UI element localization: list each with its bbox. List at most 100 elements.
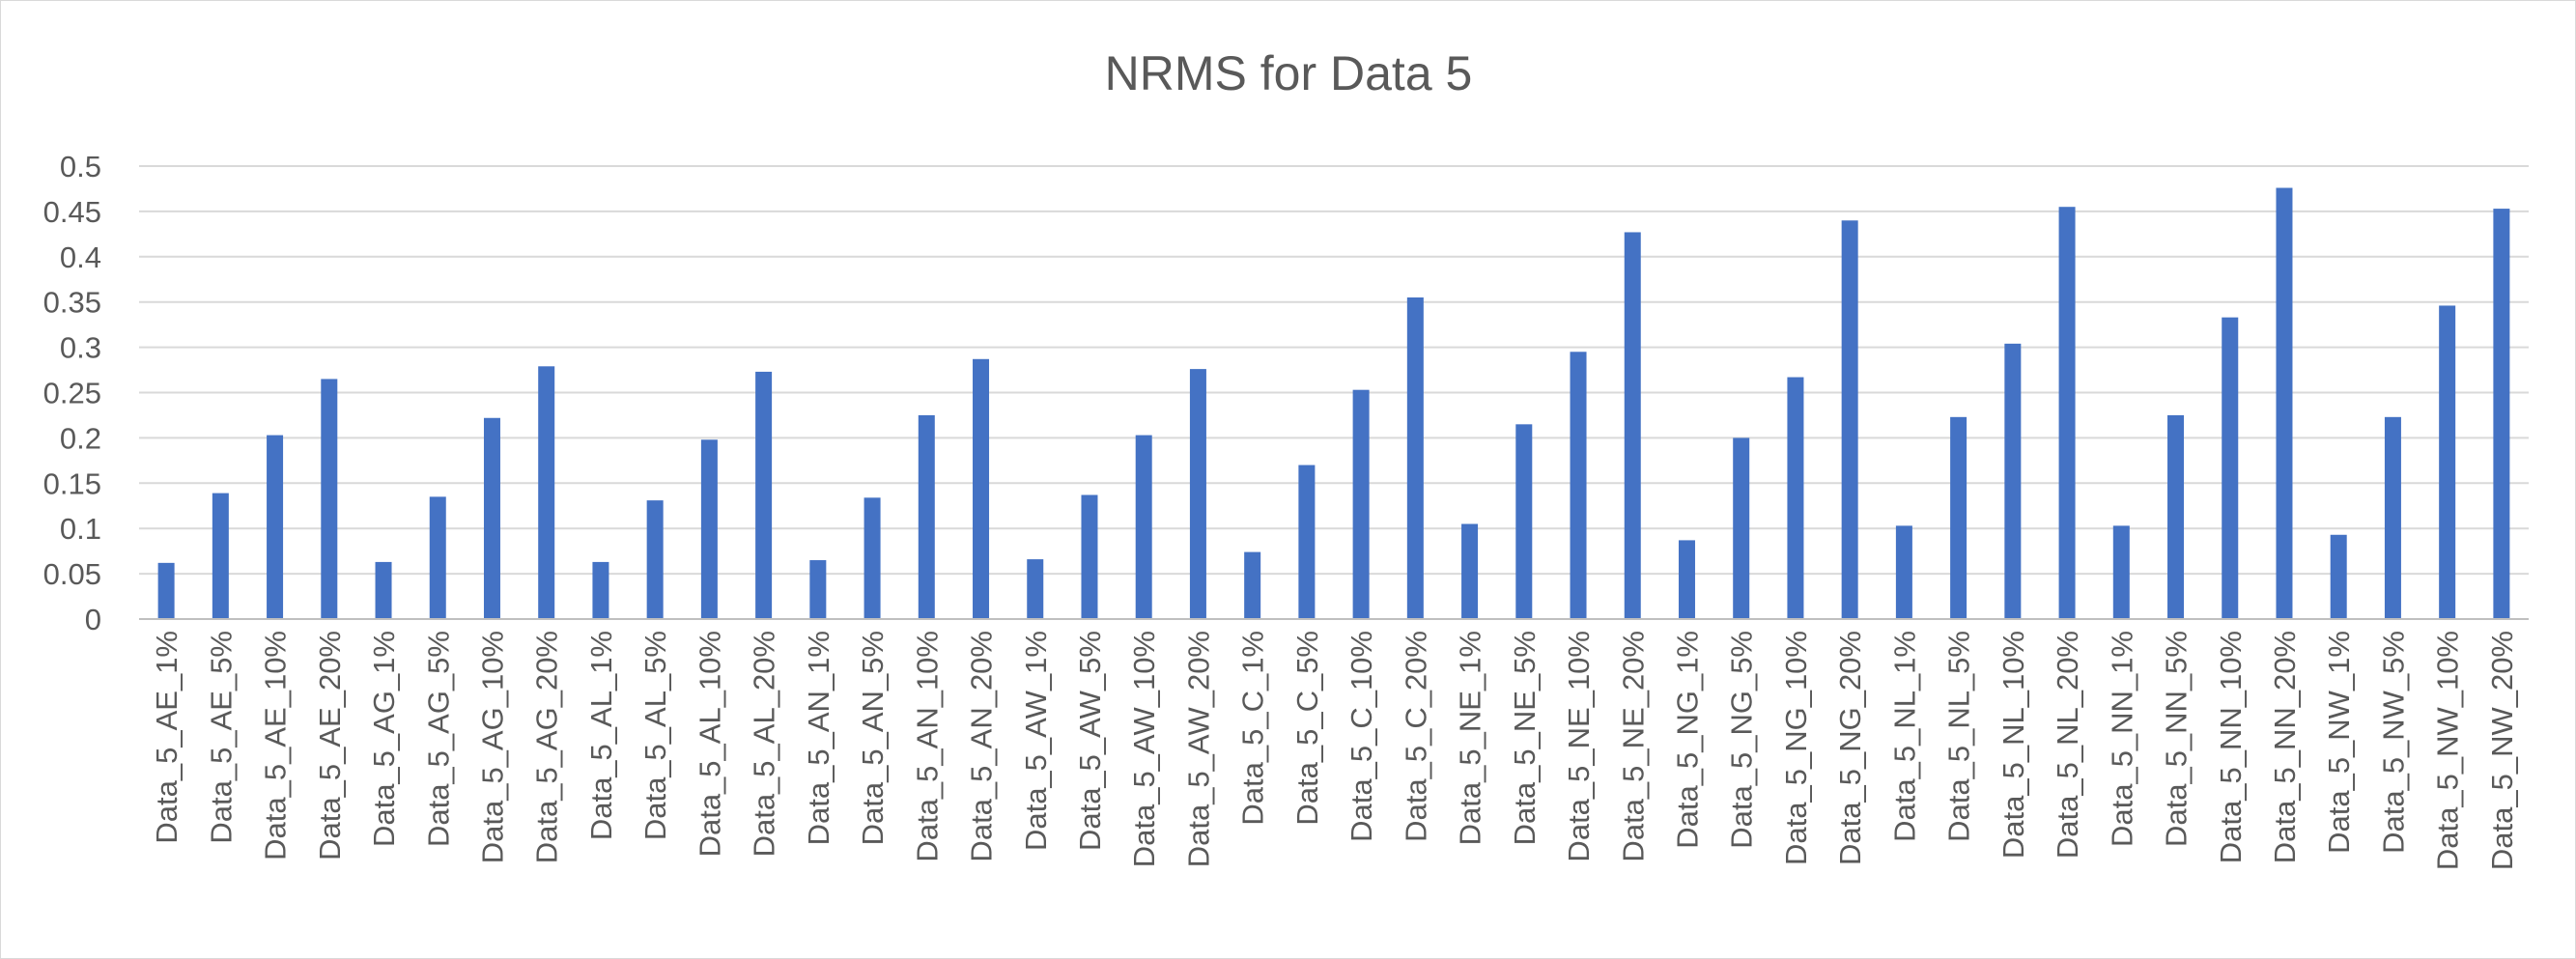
x-tick-label: Data_5_NE_5% (1508, 631, 1542, 845)
x-tick-label: Data_5_AE_20% (313, 631, 347, 860)
bar (1841, 220, 1858, 619)
x-tick-label: Data_5_AL_5% (638, 631, 672, 840)
x-tick-label: Data_5_NL_1% (1887, 631, 1921, 842)
y-tick-label: 0 (85, 603, 101, 636)
x-tick-label: Data_5_AG_1% (367, 631, 401, 847)
bar (1298, 465, 1316, 619)
y-axis-ticks: 0 0.05 0.1 0.15 0.2 0.25 0.3 0.35 0.4 0.45 0.5 (43, 150, 101, 636)
bar (2330, 534, 2347, 619)
bar (1406, 297, 1424, 619)
bar (2167, 414, 2185, 619)
y-tick-label: 0.5 (60, 150, 101, 183)
x-tick-label: Data_5_C_20% (1399, 631, 1432, 842)
bar (212, 493, 229, 619)
bar (1678, 540, 1695, 619)
bar (592, 561, 609, 619)
x-tick-label: Data_5_AE_1% (150, 631, 184, 844)
bar (157, 562, 175, 619)
x-tick-label: Data_5_AG_10% (475, 631, 509, 863)
x-tick-label: Data_5_NE_20% (1616, 631, 1650, 862)
bar (755, 371, 773, 619)
chart-title: NRMS for Data 5 (1105, 46, 1473, 100)
bar (538, 366, 555, 619)
x-tick-label: Data_5_NN_20% (2268, 631, 2302, 863)
bar (1787, 377, 1804, 619)
bar (1244, 551, 1261, 619)
bar (918, 414, 935, 619)
x-tick-label: Data_5_C_1% (1236, 631, 1270, 826)
bar (646, 500, 664, 619)
x-tick-label: Data_5_C_10% (1345, 631, 1378, 842)
x-tick-label: Data_5_NN_1% (2105, 631, 2138, 847)
x-tick-label: Data_5_AN_1% (802, 631, 835, 845)
y-tick-label: 0.2 (60, 421, 101, 455)
x-tick-label: Data_5_C_5% (1290, 631, 1324, 826)
x-tick-label: Data_5_AW_1% (1019, 631, 1053, 851)
bar (1950, 416, 1967, 619)
x-tick-label: Data_5_NN_10% (2214, 631, 2248, 863)
x-tick-label: Data_5_AN_5% (856, 631, 890, 845)
bar (1515, 424, 1533, 619)
x-tick-label: Data_5_NL_10% (1996, 631, 2030, 859)
x-tick-label: Data_5_NE_10% (1562, 631, 1596, 862)
y-tick-label: 0.3 (60, 331, 101, 365)
bar (1189, 369, 1206, 619)
x-tick-label: Data_5_NW_5% (2376, 631, 2410, 854)
bar (700, 439, 718, 619)
x-tick-label: Data_5_NG_20% (1833, 631, 1867, 865)
bar (483, 417, 500, 619)
x-tick-label: Data_5_AL_10% (693, 631, 726, 857)
bar (809, 560, 827, 619)
y-tick-label: 0.15 (43, 466, 101, 500)
bar (1461, 523, 1479, 619)
gridlines (139, 165, 2529, 576)
x-tick-label: Data_5_AL_1% (584, 631, 618, 840)
bar (267, 435, 284, 619)
x-tick-label: Data_5_NG_5% (1725, 631, 1759, 849)
y-tick-label: 0.05 (43, 557, 101, 591)
bar (1081, 494, 1098, 619)
bar (2222, 317, 2239, 619)
bar (2493, 209, 2510, 619)
x-tick-label: Data_5_AN_20% (965, 631, 999, 862)
bar (1027, 559, 1044, 619)
bar (1895, 525, 1912, 619)
y-tick-label: 0.25 (43, 377, 101, 410)
bar (2439, 305, 2456, 619)
bar (1733, 437, 1750, 619)
x-tick-label: Data_5_NG_1% (1670, 631, 1704, 849)
x-tick-label: Data_5_AE_5% (204, 631, 238, 844)
x-tick-label: Data_5_AW_20% (1181, 631, 1215, 867)
x-tick-label: Data_5_AN_10% (910, 631, 944, 862)
x-tick-label: Data_5_AG_20% (530, 631, 564, 863)
bar (1570, 352, 1587, 619)
x-tick-label: Data_5_AW_10% (1127, 631, 1161, 867)
bar (2004, 343, 2022, 619)
x-tick-label: Data_5_NL_20% (2051, 631, 2084, 859)
bar (321, 379, 338, 619)
x-tick-label: Data_5_NE_1% (1454, 631, 1487, 845)
bar (375, 561, 392, 619)
x-tick-label: Data_5_NG_10% (1779, 631, 1813, 865)
bar (973, 358, 990, 619)
x-tick-label: Data_5_AG_5% (421, 631, 455, 847)
bar (2112, 525, 2130, 619)
x-axis-ticks: Data_5_AE_1% Data_5_AE_5% Data_5_AE_10% Dat… (150, 631, 2519, 870)
bar (2276, 187, 2293, 619)
y-tick-label: 0.1 (60, 512, 101, 546)
x-tick-label: Data_5_AL_20% (748, 631, 781, 857)
x-tick-label: Data_5_AE_10% (259, 631, 293, 860)
bar (2058, 207, 2076, 619)
x-tick-label: Data_5_NN_5% (2160, 631, 2194, 847)
y-tick-label: 0.4 (60, 240, 101, 274)
bar (1352, 389, 1370, 619)
x-tick-label: Data_5_AW_5% (1073, 631, 1107, 851)
bar (1135, 435, 1152, 619)
x-tick-label: Data_5_NW_10% (2431, 631, 2465, 870)
bar (863, 497, 881, 619)
bar (2384, 416, 2401, 619)
y-tick-label: 0.35 (43, 286, 101, 320)
y-tick-label: 0.45 (43, 195, 101, 229)
